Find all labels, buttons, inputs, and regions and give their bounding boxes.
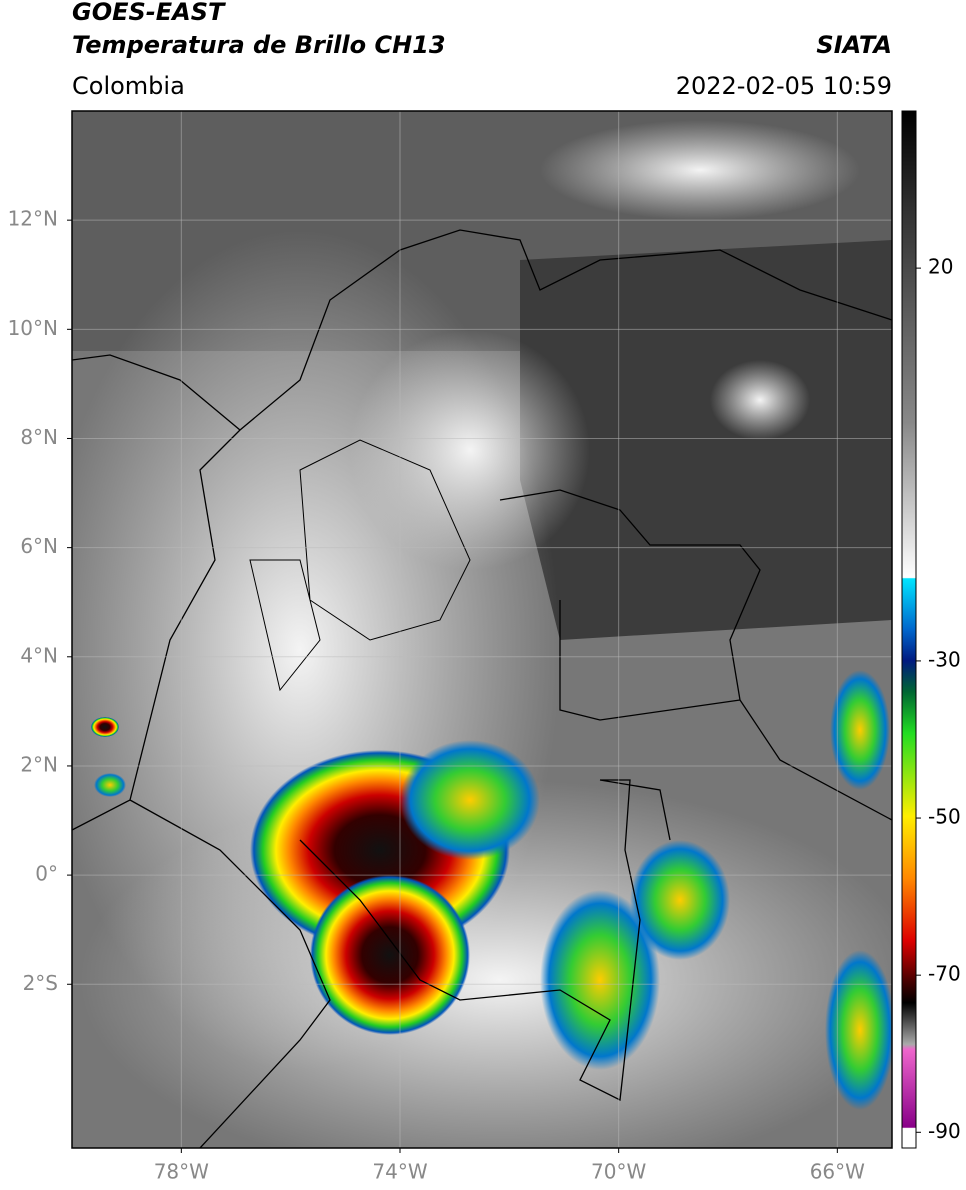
satellite-image — [72, 111, 892, 1148]
colorbar — [901, 110, 917, 1149]
datetime: 2022-02-05 10:59 — [676, 72, 892, 100]
y-tick-label: 0° — [35, 862, 58, 886]
region: Colombia — [72, 72, 185, 100]
x-tick-label: 78°W — [154, 1160, 209, 1184]
y-tick-label: 6°N — [20, 534, 58, 558]
y-tick-label: 2°N — [20, 752, 58, 776]
y-tick-label: 2°S — [23, 971, 58, 995]
x-tick-label: 74°W — [372, 1160, 427, 1184]
y-tick-label: 10°N — [8, 316, 58, 340]
colorbar-tick-label: -90 — [928, 1119, 961, 1143]
colorbar-tick-label: 20 — [928, 255, 953, 279]
map-frame — [71, 110, 893, 1149]
x-tick-label: 66°W — [810, 1160, 865, 1184]
subtitle: Temperatura de Brillo CH13 — [72, 31, 446, 59]
x-tick-label: 70°W — [591, 1160, 646, 1184]
source: SIATA — [816, 31, 892, 59]
colorbar-tick-label: -70 — [928, 962, 961, 986]
colorbar-tick-label: -30 — [928, 647, 961, 671]
grid — [72, 111, 892, 1148]
colorbar-tick-label: -50 — [928, 805, 961, 829]
title: GOES-EAST — [72, 0, 226, 26]
y-tick-label: 4°N — [20, 643, 58, 667]
y-tick-label: 12°N — [8, 207, 58, 231]
y-tick-label: 8°N — [20, 425, 58, 449]
